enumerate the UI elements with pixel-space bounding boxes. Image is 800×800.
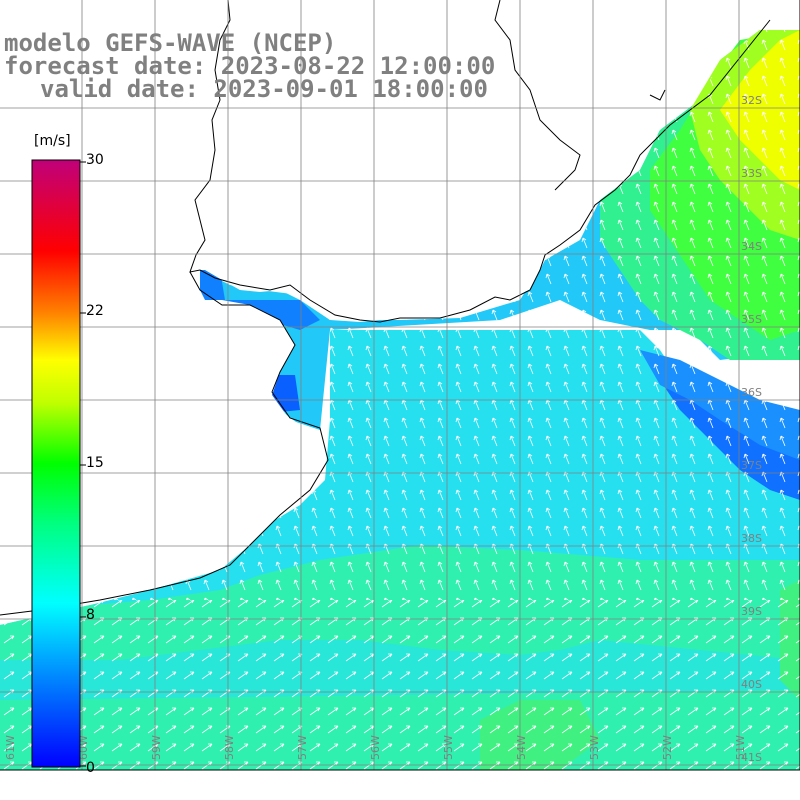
model-title: modelo GEFS-WAVE (NCEP) (4, 29, 337, 57)
colorbar (31, 159, 86, 768)
lat-label: 38S (741, 532, 762, 545)
colorbar-unit: [m/s] (34, 133, 71, 149)
lat-label: 34S (741, 240, 762, 253)
lat-label: 37S (741, 459, 762, 472)
lon-label: 53W (588, 735, 601, 760)
colorbar-tick: 0 (86, 760, 95, 776)
coastline (0, 0, 771, 616)
graticule (0, 0, 800, 770)
lon-label: 55W (442, 735, 455, 760)
forecast-date: forecast date: 2023-08-22 12:00:00 (4, 52, 496, 80)
lon-label: 52W (661, 735, 674, 760)
lat-label: 32S (741, 94, 762, 107)
lon-label: 51W (734, 735, 747, 760)
lat-label: 39S (741, 605, 762, 618)
colorbar-tick: 8 (86, 607, 95, 623)
lon-label: 61W (4, 735, 17, 760)
land (0, 0, 770, 615)
lon-label: 58W (223, 735, 236, 760)
lon-label: 54W (515, 735, 528, 760)
lon-label: 59W (150, 735, 163, 760)
lon-label: 57W (296, 735, 309, 760)
lat-label: 33S (741, 167, 762, 180)
lat-label: 41S (741, 751, 762, 764)
frame-ticks (0, 0, 800, 771)
colorbar-tick: 15 (86, 455, 104, 471)
valid-date: valid date: 2023-09-01 18:00:00 (40, 75, 488, 103)
lat-label: 35S (741, 313, 762, 326)
lat-labels: 32S 33S 34S 35S 36S 37S 38S 39S 40S 41S (741, 94, 762, 764)
lat-label: 40S (741, 678, 762, 691)
colorbar-tick: 22 (86, 303, 104, 319)
lat-label: 36S (741, 386, 762, 399)
colorbar-tick: 30 (86, 152, 104, 168)
wind-arrows (0, 30, 800, 770)
lon-label: 56W (369, 735, 382, 760)
